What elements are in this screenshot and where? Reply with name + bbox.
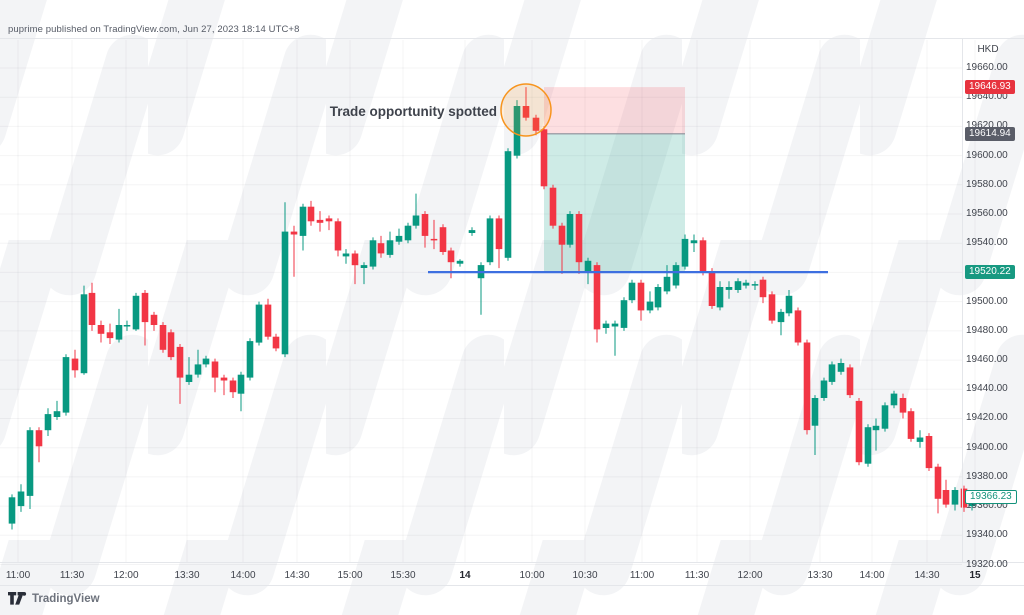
time-tick-label: 12:00 — [737, 570, 763, 581]
time-tick-label: 15:00 — [337, 570, 363, 581]
time-tick-label: 14:00 — [859, 570, 885, 581]
risk-zone[interactable] — [544, 87, 685, 134]
time-tick-label: 11:00 — [629, 570, 655, 581]
highlight-circle[interactable] — [500, 83, 552, 137]
price-tick-label: 19500.00 — [966, 296, 1008, 307]
price-tick-label: 19480.00 — [966, 325, 1008, 336]
price-tick-label: 19580.00 — [966, 179, 1008, 190]
time-tick-label: 14 — [459, 570, 471, 581]
footer-brand: TradingView — [8, 592, 100, 606]
price-tick-label: 19360.00 — [966, 500, 1008, 511]
price-tick-label: 19600.00 — [966, 150, 1008, 161]
stop-loss-price-label: 19646.93 — [965, 80, 1015, 94]
candles — [8, 87, 976, 530]
tradingview-brand-text: TradingView — [32, 593, 100, 605]
price-tick-label: 19340.00 — [966, 529, 1008, 540]
take-profit-price-label: 19520.22 — [965, 265, 1015, 279]
time-tick-label: 10:30 — [572, 570, 598, 581]
price-tick-label: 19620.00 — [966, 120, 1008, 131]
time-tick-label: 15 — [969, 570, 981, 581]
currency-label: HKD — [977, 44, 999, 55]
entry-price-label: 19614.94 — [965, 127, 1015, 141]
time-tick-label: 14:30 — [284, 570, 310, 581]
time-tick-label: 13:30 — [174, 570, 200, 581]
time-tick-label: 11:00 — [5, 570, 31, 581]
price-tick-label: 19660.00 — [966, 62, 1008, 73]
time-tick-label: 12:00 — [113, 570, 139, 581]
price-tick-label: 19380.00 — [966, 471, 1008, 482]
time-tick-label: 10:00 — [519, 570, 545, 581]
price-tick-label: 19320.00 — [966, 559, 1008, 570]
grid — [0, 40, 976, 565]
time-tick-label: 11:30 — [684, 570, 710, 581]
reward-zone[interactable] — [544, 133, 685, 273]
price-tick-label: 19440.00 — [966, 383, 1008, 394]
attribution-text: puprime published on TradingView.com, Ju… — [8, 24, 300, 35]
price-tick-label: 19400.00 — [966, 442, 1008, 453]
time-tick-label: 13:30 — [807, 570, 833, 581]
last-price-price-label: 19366.23 — [965, 490, 1017, 504]
time-tick-label: 14:00 — [230, 570, 256, 581]
price-tick-label: 19640.00 — [966, 91, 1008, 102]
axis-borders — [0, 38, 1024, 586]
price-tick-label: 19420.00 — [966, 412, 1008, 423]
price-tick-label: 19460.00 — [966, 354, 1008, 365]
time-tick-label: 15:30 — [390, 570, 416, 581]
price-tick-label: 19560.00 — [966, 208, 1008, 219]
trade-annotation-label: Trade opportunity spotted — [329, 104, 497, 119]
price-tick-label: 19540.00 — [966, 237, 1008, 248]
time-tick-label: 14:30 — [914, 570, 940, 581]
time-tick-label: 11:30 — [59, 570, 85, 581]
tradingview-logo-icon — [8, 592, 27, 605]
